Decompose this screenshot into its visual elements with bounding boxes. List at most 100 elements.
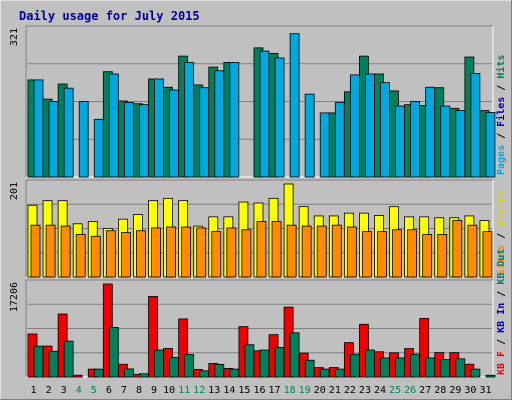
- axis-label-kb-out: KB Out: [496, 249, 507, 285]
- x-tick-label-day-1: 1: [31, 385, 37, 396]
- bar-sites-day-12: [196, 227, 207, 278]
- panel-2: 201 Sites / Visits: [9, 179, 507, 278]
- bar-sites-day-16: [256, 221, 267, 278]
- bar-kb-out-day-9: [154, 349, 164, 378]
- x-tick-label-day-17: 17: [269, 385, 281, 396]
- bar-sites-day-13: [211, 231, 222, 278]
- x-tick-label-day-31: 31: [479, 385, 491, 396]
- panel-axis-label: KB F / KB In / KB Out: [496, 249, 507, 375]
- bar-kb-f-day-11: [178, 318, 189, 378]
- bar-kb-out-day-23: [365, 349, 375, 378]
- bar-kb-out-day-5: [93, 368, 104, 378]
- bar-kb-out-day-27: [425, 357, 436, 378]
- bar-sites-day-18: [286, 224, 297, 278]
- x-tick-label-day-14: 14: [223, 385, 235, 396]
- bar-kb-out-day-17: [274, 346, 285, 378]
- bar-kb-out-day-31: [485, 374, 496, 378]
- x-tick-label-day-3: 3: [61, 385, 67, 396]
- bar-kb-f-day-27: [419, 318, 430, 378]
- bar-sites-day-17: [271, 221, 282, 278]
- bar-kb-out-day-8: [139, 373, 149, 378]
- bar-sites-day-5: [90, 235, 101, 278]
- x-tick-label-day-19: 19: [299, 385, 311, 396]
- x-tick-label-day-15: 15: [238, 385, 250, 396]
- bar-sites-day-21: [331, 224, 342, 278]
- x-tick-label-day-29: 29: [449, 385, 461, 396]
- panel-max-label: 201: [9, 182, 20, 200]
- x-tick-label-day-16: 16: [253, 385, 265, 396]
- bar-pages-day-4: [78, 101, 89, 178]
- bar-kb-out-day-19: [304, 359, 315, 378]
- bar-kb-out-day-15: [244, 344, 255, 378]
- axis-label-pages: Pages: [496, 145, 507, 175]
- bar-kb-out-day-14: [229, 368, 240, 378]
- bar-kb-out-day-13: [214, 363, 225, 378]
- x-tick-label-day-26: 26: [404, 385, 416, 396]
- bar-sites-day-4: [75, 234, 86, 278]
- bar-kb-out-day-30: [470, 368, 481, 378]
- bar-pages-day-24: [380, 82, 390, 178]
- bar-kb-out-day-11: [184, 353, 195, 378]
- bar-pages-day-2: [48, 101, 59, 178]
- bar-pages-day-9: [154, 78, 164, 178]
- bar-sites-day-1: [30, 224, 41, 278]
- bar-pages-day-30: [470, 73, 481, 178]
- bar-sites-day-23: [362, 231, 372, 278]
- bar-pages-day-28: [440, 105, 451, 178]
- x-tick-label-day-23: 23: [359, 385, 371, 396]
- bar-pages-day-14: [229, 62, 240, 178]
- bar-sites-day-26: [407, 229, 418, 278]
- bar-pages-day-26: [410, 101, 421, 178]
- x-tick-label-day-22: 22: [344, 385, 356, 396]
- bar-pages-day-22: [349, 74, 360, 178]
- bar-pages-day-7: [123, 101, 134, 178]
- panels-group: 321 Pages / Files / Hits 201 Sites / Visits…: [9, 25, 507, 378]
- bar-pages-day-29: [455, 110, 466, 178]
- bar-pages-day-31: [485, 112, 496, 178]
- bar-sites-day-14: [226, 227, 237, 278]
- bar-kb-out-day-18: [289, 332, 300, 378]
- bar-pages-day-12: [199, 87, 210, 178]
- x-tick-label-day-5: 5: [91, 385, 97, 396]
- x-tick-label-day-11: 11: [178, 385, 190, 396]
- bar-kb-out-day-10: [169, 356, 179, 378]
- x-tick-label-day-9: 9: [151, 385, 157, 396]
- bar-sites-day-25: [392, 229, 402, 278]
- bar-sites-day-24: [377, 231, 387, 278]
- x-tick-label-day-21: 21: [329, 385, 341, 396]
- bar-sites-day-2: [45, 224, 56, 278]
- bar-sites-day-3: [60, 225, 71, 278]
- x-tick-label-day-28: 28: [434, 385, 446, 396]
- bar-kb-out-day-12: [199, 370, 210, 378]
- x-tick-label-day-25: 25: [389, 385, 401, 396]
- bar-sites-day-20: [316, 225, 327, 278]
- axis-label-sites: Sites: [495, 245, 507, 275]
- x-tick-label-day-2: 2: [46, 385, 52, 396]
- x-tick-label-day-30: 30: [464, 385, 476, 396]
- bar-kb-out-day-16: [259, 349, 270, 378]
- bar-sites-day-8: [136, 230, 146, 278]
- bar-kb-out-day-20: [319, 368, 330, 378]
- bar-pages-day-17: [274, 57, 285, 178]
- bar-kb-f-day-4: [72, 374, 83, 378]
- bar-kb-out-day-24: [380, 357, 390, 378]
- bar-pages-day-11: [184, 62, 195, 178]
- chart-title: Daily usage for July 2015: [19, 9, 200, 23]
- axis-label-hits: Hits: [495, 55, 507, 79]
- bar-pages-day-21: [334, 101, 345, 178]
- panel-axis-label: Pages / Files / Hits: [495, 55, 507, 175]
- bar-pages-day-23: [365, 73, 375, 178]
- bar-pages-day-13: [214, 70, 225, 178]
- x-tick-label-day-8: 8: [136, 385, 142, 396]
- bar-kb-out-day-28: [440, 359, 451, 378]
- axis-label-visits: Visits: [495, 191, 507, 227]
- bar-sites-day-28: [437, 234, 448, 278]
- x-tick-label-day-4: 4: [76, 385, 82, 396]
- bar-pages-day-20: [319, 112, 330, 178]
- bar-pages-day-27: [425, 86, 436, 178]
- bar-pages-day-19: [304, 93, 315, 178]
- axis-label-separator: /: [496, 227, 507, 245]
- bar-kb-out-day-6: [108, 326, 119, 378]
- panel-axis-label: Sites / Visits: [495, 191, 507, 275]
- panel-3: 17206 KB F / KB In / KB Out: [9, 249, 507, 378]
